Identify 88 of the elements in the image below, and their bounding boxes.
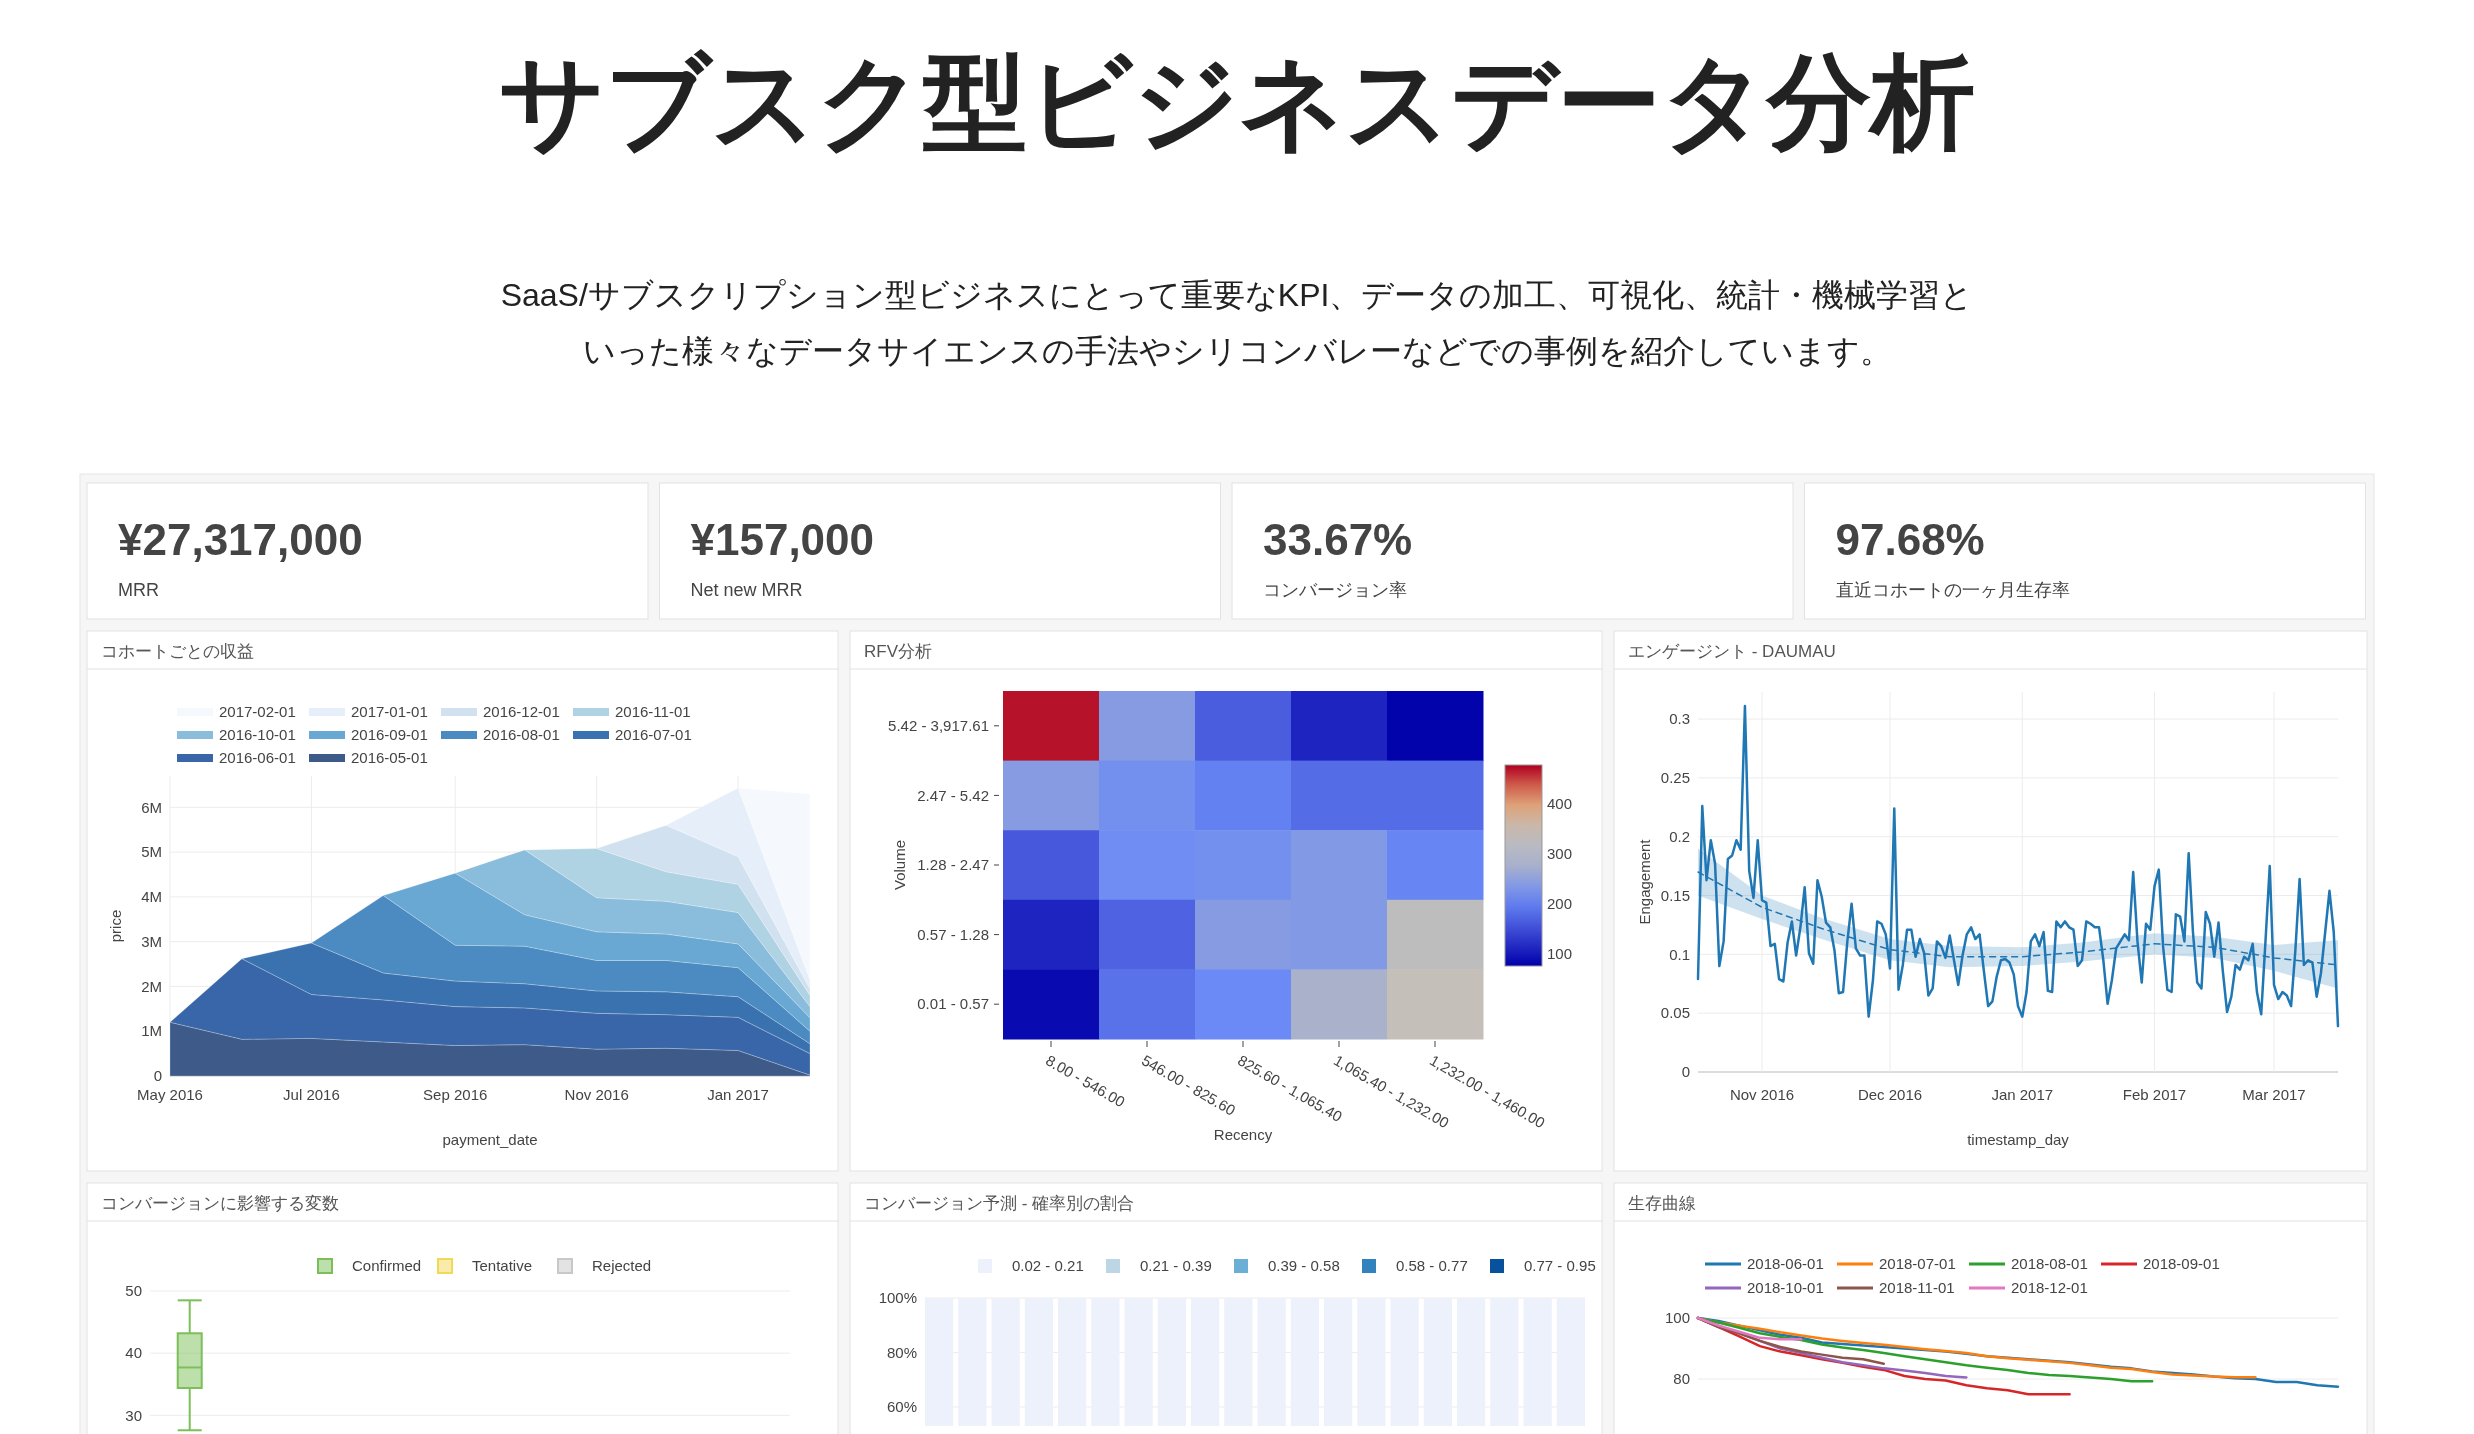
legend-label: 2017-02-01 bbox=[219, 703, 296, 721]
text: コンバージョン率 bbox=[1263, 580, 1407, 600]
legend-label: Tentative bbox=[472, 1257, 533, 1275]
x-axis-title: Recency bbox=[1213, 1126, 1273, 1143]
legend-label: 0.02 - 0.21 bbox=[1012, 1257, 1084, 1275]
y-tick-label: 6M bbox=[141, 798, 162, 816]
legend-label: 2018-10-01 bbox=[1747, 1279, 1824, 1297]
y-tick-label: 0.15 bbox=[1660, 886, 1690, 904]
text: ¥27,317,000 bbox=[118, 515, 363, 564]
x-axis-title: timestamp_day bbox=[1967, 1131, 2070, 1148]
y-tick-label: 0 bbox=[1681, 1063, 1690, 1081]
y-tick-label: 0.01 - 0.57 bbox=[917, 995, 989, 1013]
y-tick-label: 0.57 - 1.28 bbox=[917, 925, 989, 943]
y-tick-label: 0.05 bbox=[1660, 1004, 1690, 1022]
text: サブスク型ビジネスデータ分析 bbox=[499, 44, 1975, 160]
y-tick-label: 4M bbox=[141, 888, 162, 906]
y-tick-label: 0.25 bbox=[1660, 769, 1690, 787]
y-tick-label: 100% bbox=[878, 1289, 917, 1307]
color-bar-label: 100 bbox=[1547, 944, 1573, 962]
x-tick-label: Nov 2016 bbox=[564, 1086, 629, 1103]
y-tick-label: 3M bbox=[141, 932, 162, 950]
y-axis-title: Volume bbox=[891, 839, 908, 891]
text: MRR bbox=[118, 580, 159, 600]
legend-label: 0.58 - 0.77 bbox=[1396, 1257, 1468, 1275]
y-axis-title: Engagement bbox=[1636, 838, 1653, 925]
color-bar-label: 300 bbox=[1547, 845, 1573, 863]
text: 97.68% bbox=[1835, 515, 1985, 564]
text: Net new MRR bbox=[690, 580, 803, 600]
legend-label: 2018-12-01 bbox=[2011, 1279, 2088, 1297]
x-tick-label: Jan 2017 bbox=[707, 1086, 769, 1103]
legend-label: Confirmed bbox=[352, 1257, 422, 1275]
legend-label: 2018-09-01 bbox=[2143, 1255, 2220, 1273]
legend-label: 2016-09-01 bbox=[351, 726, 428, 744]
legend-label: 2018-06-01 bbox=[1747, 1255, 1824, 1273]
text: ¥157,000 bbox=[690, 515, 875, 564]
y-tick-label: 80% bbox=[886, 1343, 917, 1361]
y-tick-label: 50 bbox=[125, 1282, 142, 1300]
chart-title: エンゲージント - DAUMAU bbox=[1628, 642, 1836, 661]
x-tick-label: Nov 2016 bbox=[1729, 1086, 1795, 1103]
x-tick-label: Jul 2016 bbox=[283, 1086, 340, 1103]
y-tick-label: 40 bbox=[125, 1344, 142, 1362]
y-tick-label: 5M bbox=[141, 843, 162, 861]
legend-label: 0.39 - 0.58 bbox=[1268, 1257, 1340, 1275]
x-tick-label: Feb 2017 bbox=[2122, 1086, 2187, 1103]
color-bar-label: 200 bbox=[1547, 894, 1573, 912]
legend-label: 2016-05-01 bbox=[351, 749, 428, 767]
text: 33.67% bbox=[1263, 515, 1413, 564]
legend-label: 2016-11-01 bbox=[615, 703, 691, 721]
legend-label: 2016-07-01 bbox=[615, 726, 692, 744]
y-tick-label: 0.1 bbox=[1669, 945, 1690, 963]
x-tick-label: May 2016 bbox=[137, 1086, 203, 1103]
y-tick-label: 0.2 bbox=[1669, 827, 1690, 845]
legend-label: 2018-11-01 bbox=[1879, 1279, 1955, 1297]
y-tick-label: 80 bbox=[1673, 1370, 1690, 1388]
chart-title: コンバージョン予測 - 確率別の割合 bbox=[864, 1194, 1135, 1213]
y-tick-label: 100 bbox=[1664, 1309, 1690, 1327]
x-tick-label: Dec 2016 bbox=[1857, 1086, 1923, 1103]
legend-label: 2016-10-01 bbox=[219, 726, 296, 744]
text: SaaS/サブスクリプション型ビジネスにとって重要なKPI、データの加工、可視化、統計・機械学習といった様々なデータサイエンスの手法やシリコンバレーなどでの事例を紹介しています。 bbox=[500, 277, 1974, 369]
y-tick-label: 0 bbox=[153, 1067, 162, 1085]
y-axis-title: price bbox=[107, 909, 124, 943]
legend-label: 2017-01-01 bbox=[351, 703, 428, 721]
y-tick-label: 0.3 bbox=[1669, 710, 1690, 728]
legend-label: 2018-07-01 bbox=[1879, 1255, 1956, 1273]
x-axis-title: payment_date bbox=[442, 1131, 538, 1148]
legend-label: 2016-06-01 bbox=[219, 749, 296, 767]
y-tick-label: 5.42 - 3,917.61 bbox=[888, 717, 989, 735]
y-tick-label: 60% bbox=[886, 1398, 917, 1416]
y-tick-label: 1M bbox=[141, 1022, 162, 1040]
chart-title: 生存曲線 bbox=[1628, 1194, 1696, 1213]
chart-title: コンバージョンに影響する変数 bbox=[101, 1194, 339, 1213]
legend-label: 2016-08-01 bbox=[483, 726, 560, 744]
y-tick-label: 2M bbox=[141, 977, 162, 995]
legend-label: Rejected bbox=[592, 1257, 652, 1275]
x-tick-label: Sep 2016 bbox=[423, 1086, 488, 1103]
legend-label: 0.77 - 0.95 bbox=[1524, 1257, 1596, 1275]
chart-title: RFV分析 bbox=[864, 642, 932, 661]
y-tick-label: 1.28 - 2.47 bbox=[917, 856, 989, 874]
x-tick-label: Mar 2017 bbox=[2242, 1086, 2306, 1103]
text: 直近コホートの一ヶ月生存率 bbox=[1835, 580, 2070, 600]
legend-label: 2018-08-01 bbox=[2011, 1255, 2088, 1273]
y-tick-label: 30 bbox=[125, 1406, 142, 1424]
x-tick-label: Jan 2017 bbox=[1991, 1086, 2054, 1103]
legend-label: 2016-12-01 bbox=[483, 703, 560, 721]
color-bar-label: 400 bbox=[1547, 795, 1573, 813]
chart-title: コホートごとの収益 bbox=[101, 642, 254, 661]
y-tick-label: 2.47 - 5.42 bbox=[917, 786, 989, 804]
legend-label: 0.21 - 0.39 bbox=[1140, 1257, 1212, 1275]
